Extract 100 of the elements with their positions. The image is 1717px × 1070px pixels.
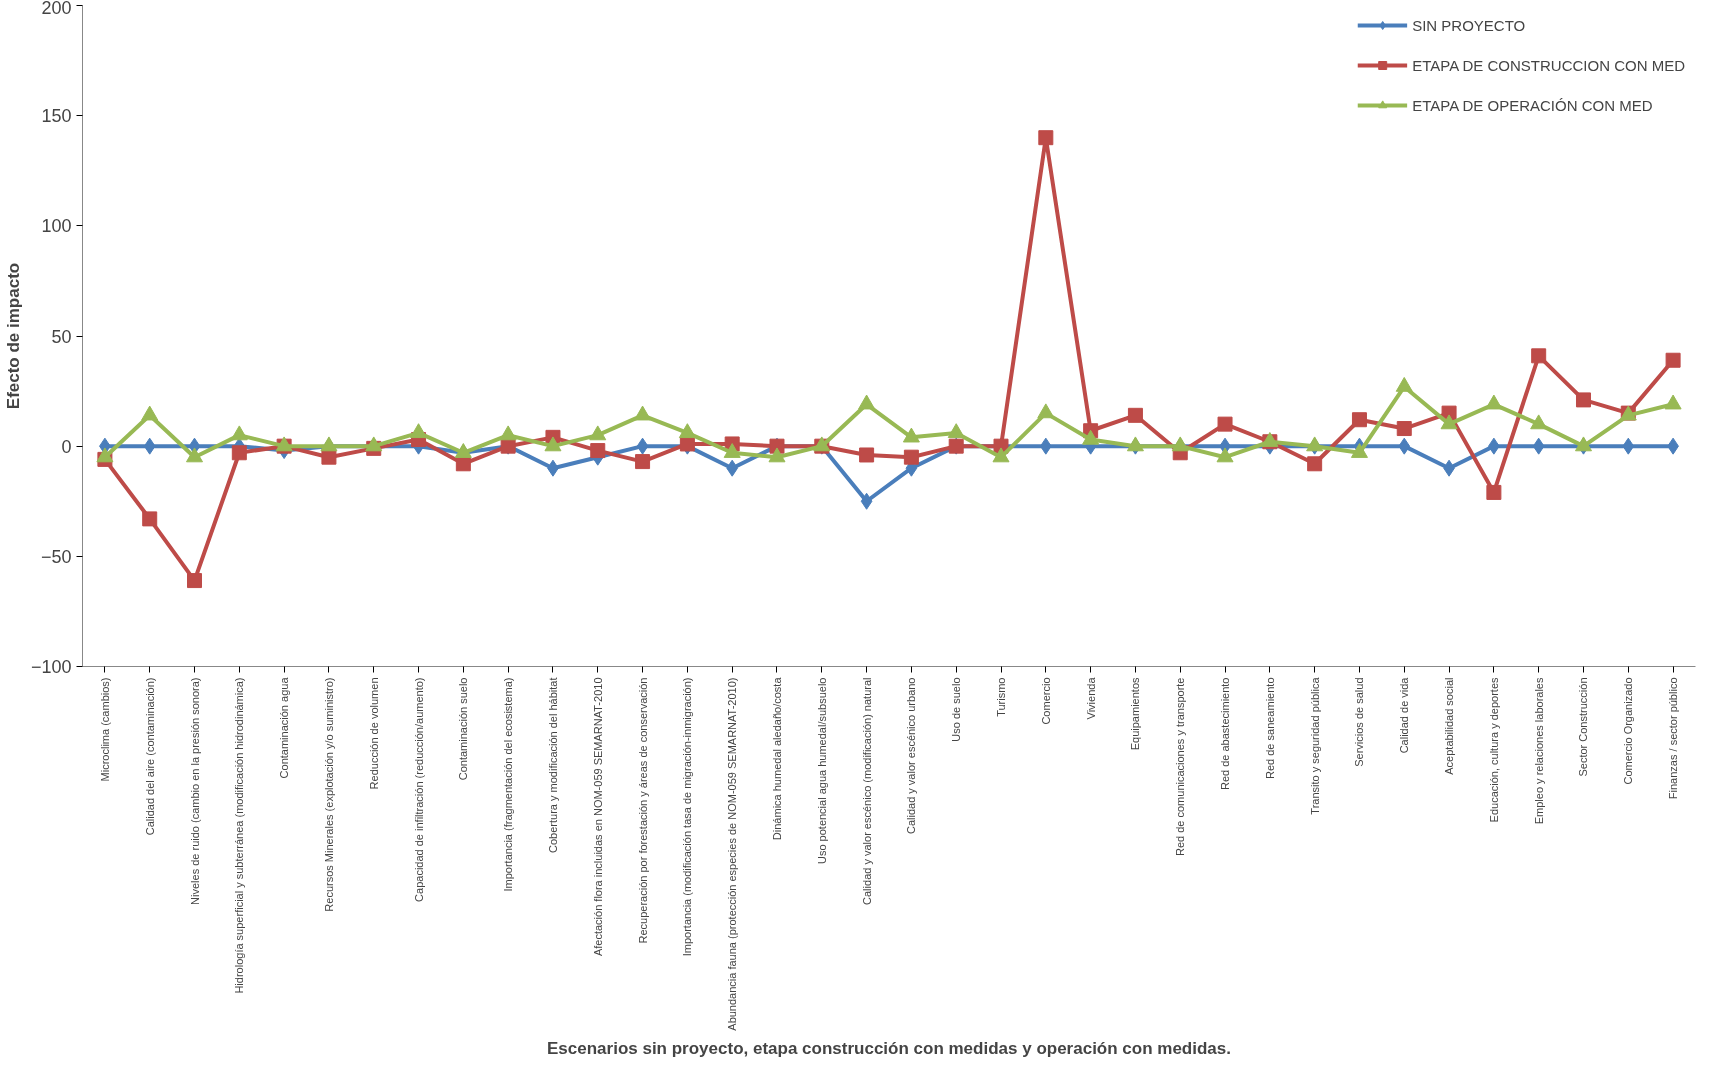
x-tick-label: Educación, cultura y deportes: [1487, 677, 1500, 823]
y-tick-label: 0: [61, 436, 72, 457]
y-tick-label: −50: [40, 546, 72, 567]
point: [947, 423, 965, 439]
x-tick-label: Calidad y valor escénico urbano: [905, 677, 918, 835]
x-tick-label: Empleo y relaciones laborales: [1532, 677, 1545, 825]
x-tick-label: Microclima (cambios): [98, 677, 111, 782]
point: [1307, 456, 1323, 472]
point: [635, 454, 651, 470]
point: [1575, 392, 1591, 408]
point: [544, 436, 562, 452]
point: [903, 449, 919, 465]
x-tick-label: Calidad y valor escénico (modificación) natural: [860, 677, 873, 905]
point: [1037, 403, 1055, 419]
y-tick-label: 50: [51, 326, 72, 347]
point: [634, 405, 652, 421]
x-tick-label: Servicios de salud: [1353, 677, 1366, 767]
point: [454, 443, 472, 458]
x-tick-label: Red de comunicaciones y transporte: [1174, 677, 1187, 857]
point: [860, 492, 873, 510]
y-tick-label: 150: [41, 106, 72, 127]
point: [1217, 416, 1233, 432]
point: [1082, 429, 1100, 445]
point: [1351, 412, 1367, 428]
point: [141, 405, 159, 421]
x-tick-label: Importancia (fragmentación del ecosistema): [502, 677, 515, 892]
x-tick-label: Comercio Organizado: [1622, 677, 1635, 785]
point: [1350, 443, 1368, 458]
point: [231, 445, 247, 461]
x-tick-label: Finanzas / sector público: [1667, 677, 1680, 800]
x-tick-label: Contaminación suelo: [457, 677, 470, 781]
point: [1216, 447, 1234, 463]
x-tick-label: Sector Construcción: [1577, 677, 1590, 777]
point: [96, 447, 114, 463]
point: [858, 394, 876, 410]
point: [859, 447, 875, 463]
x-tick-label: Hidrología superficial y subterránea (modificación hidrodinámica): [233, 677, 246, 994]
x-tick-label: Red de saneamiento: [1263, 677, 1276, 780]
point: [723, 443, 741, 458]
point: [590, 443, 606, 459]
x-tick-label: Recuperación por forestación y áreas de conservación: [636, 677, 649, 944]
point: [992, 447, 1010, 463]
point: [499, 425, 517, 441]
x-tick-label: Equipamientos: [1129, 677, 1142, 751]
x-tick-label: Uso potencial agua humedal/subsuelo: [815, 677, 828, 865]
legend-label: ETAPA DE OPERACIÓN CON MED: [1412, 96, 1653, 114]
point: [142, 511, 158, 527]
x-tick-label: Contaminación agua: [278, 676, 291, 779]
point: [678, 423, 696, 439]
x-tick-label: Capacidad de infiltración (reducción/aumento): [412, 677, 425, 902]
x-tick-label: Calidad del aire (contaminación): [143, 677, 156, 836]
x-axis-title: Escenarios sin proyecto, etapa construcción con medidas y operación con medidas.: [547, 1038, 1231, 1058]
x-tick-label: Vivienda: [1084, 676, 1097, 720]
x-tick-label: Uso de suelo: [950, 677, 963, 742]
point: [230, 425, 248, 441]
y-tick-label: 200: [41, 0, 72, 18]
point: [1398, 437, 1411, 455]
point: [143, 437, 156, 455]
y-tick-label: −100: [30, 657, 72, 677]
point: [1039, 437, 1052, 455]
x-tick-label: Afectación flora incluidas en NOM-059 SEMARNAT-2010: [591, 677, 604, 957]
point: [1440, 414, 1458, 430]
x-tick-label: Cobertura y modificación del hábitat: [546, 677, 559, 853]
point: [1622, 437, 1635, 455]
point: [1532, 437, 1545, 455]
x-tick-label: Transito y seguridad pública: [1308, 676, 1321, 815]
point: [186, 447, 204, 463]
x-tick-label: Aceptabilidad social: [1443, 677, 1456, 775]
x-tick-label: Calidad de vida: [1398, 676, 1411, 754]
point: [1530, 414, 1548, 430]
point: [636, 437, 649, 455]
point: [1395, 376, 1413, 392]
y-tick-label: 100: [41, 216, 72, 237]
legend-label: SIN PROYECTO: [1412, 16, 1526, 34]
point: [902, 427, 920, 443]
x-tick-label: Reducción de volumen: [367, 677, 380, 790]
x-tick-label: Comercio: [1039, 677, 1052, 725]
point: [1531, 348, 1547, 364]
x-tick-label: Dinámica humedal aledaño/costa: [770, 676, 783, 841]
point: [1038, 130, 1054, 146]
point: [1127, 407, 1143, 423]
point: [1485, 394, 1503, 410]
point: [589, 425, 607, 441]
point: [1396, 421, 1412, 437]
x-tick-label: Importancia (modificación tasa de migración-inmigración): [681, 677, 694, 957]
x-tick-label: Turismo: [995, 677, 1008, 717]
point: [768, 447, 786, 463]
point: [187, 573, 203, 589]
point: [1664, 394, 1682, 410]
point: [1665, 352, 1681, 368]
x-tick-label: Red de abastecimiento: [1219, 677, 1232, 791]
x-tick-label: Recursos Minerales (explotación y/o suministro): [322, 677, 335, 912]
x-tick-label: Abundancia fauna (protección especies de NOM-059 SEMARNAT-2010): [726, 677, 739, 1031]
point: [1486, 484, 1502, 500]
point: [410, 423, 428, 439]
point: [726, 459, 739, 477]
y-axis-title: Efecto de impacto: [3, 262, 23, 410]
point: [321, 449, 337, 465]
legend-label: ETAPA DE CONSTRUCCION CON MED: [1412, 56, 1685, 74]
x-tick-label: Niveles de ruido (cambio en la presión sonora): [188, 677, 201, 905]
